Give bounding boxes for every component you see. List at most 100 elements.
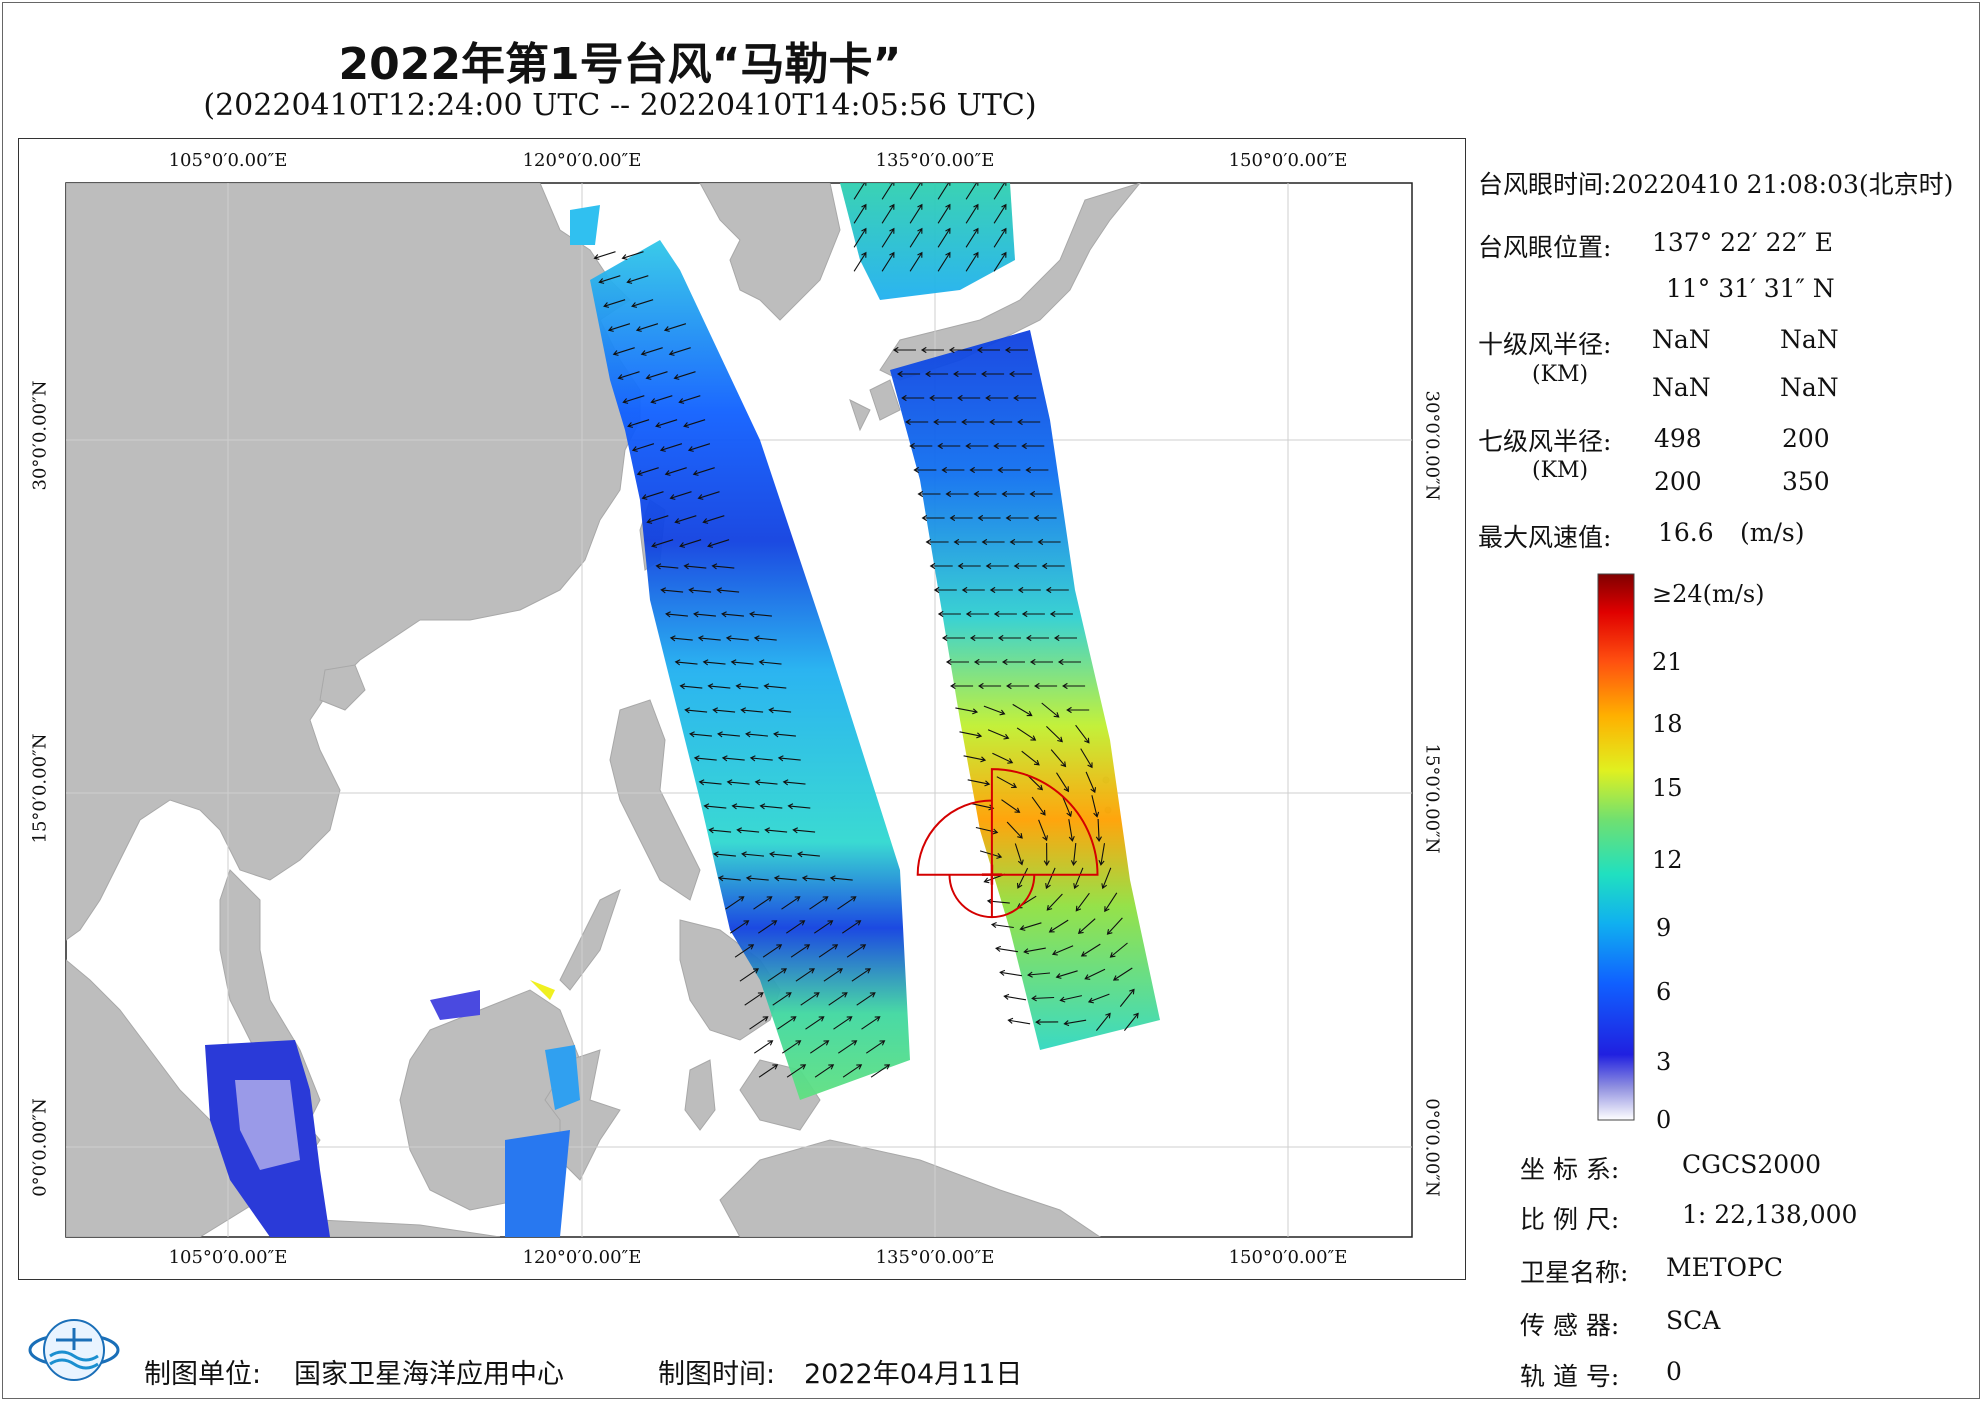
wind-arrow — [785, 920, 806, 934]
wind-arrow — [711, 563, 735, 570]
wind-arrow — [1123, 1012, 1139, 1031]
wind-arrow — [777, 1016, 797, 1030]
eye-time-label: 台风眼时间: — [1478, 170, 1612, 199]
lat-label-0-right: 0°0′0.00″N — [1421, 1098, 1443, 1197]
wind-arrow — [809, 896, 829, 910]
wind-arrow — [950, 682, 974, 690]
wind-arrow — [763, 683, 787, 690]
wind-arrow — [1038, 819, 1048, 842]
wind-arrow — [772, 992, 792, 1006]
wind-arrow — [909, 183, 923, 200]
wind-arrow — [993, 442, 1017, 450]
wind-arrow — [1004, 346, 1028, 354]
wind-arrow — [703, 803, 727, 810]
wind-arrow — [1095, 1012, 1111, 1031]
wind-arrow — [757, 920, 778, 934]
wind-arrow — [693, 755, 717, 762]
wind-arrow — [702, 515, 725, 524]
wind-arrow — [929, 562, 953, 570]
wind-arrow — [993, 203, 1007, 224]
wind-arrow — [1095, 818, 1102, 843]
wind-arrow — [1009, 370, 1033, 378]
wind-arrow — [985, 394, 1009, 402]
wind-arrow — [975, 826, 999, 835]
wind-arrow — [965, 251, 979, 272]
wind-arrow — [1061, 795, 1073, 818]
wind-arrow — [913, 466, 937, 474]
wind-arrow — [1080, 748, 1093, 769]
wind-arrow — [865, 1040, 886, 1054]
wind-arrow — [781, 896, 801, 910]
wind-arrow — [617, 371, 640, 380]
wind-arrow — [729, 920, 750, 934]
wind-arrow — [1045, 867, 1056, 890]
r10-value-se: NaN — [1780, 325, 1839, 354]
wind-arrow — [767, 968, 787, 982]
wind-arrow — [693, 611, 716, 618]
wind-arrow — [995, 945, 1018, 953]
wind-arrow — [1023, 947, 1046, 955]
wind-arrow — [626, 275, 649, 284]
wind-arrow — [969, 466, 993, 474]
wind-arrow — [612, 347, 635, 356]
wind-arrow — [1062, 682, 1086, 690]
wind-arrow — [678, 395, 701, 404]
wind-arrow — [1070, 843, 1077, 866]
wind-arrow — [1012, 703, 1033, 717]
wind-arrow — [635, 323, 659, 332]
colorbar-label-6: 6 — [1656, 978, 1672, 1006]
wind-arrow — [828, 992, 848, 1006]
r7-label: 七级风半径: — [1478, 427, 1612, 456]
wind-arrow — [989, 586, 1013, 594]
wind-arrow — [937, 203, 951, 224]
wind-arrow — [651, 539, 674, 548]
wind-arrow — [1035, 1019, 1059, 1026]
wind-arrow — [712, 707, 736, 714]
wind-arrow — [853, 203, 867, 224]
wind-arrow — [1019, 922, 1042, 931]
wind-arrow — [731, 803, 755, 810]
r7-value-sw: 200 — [1654, 467, 1702, 496]
wind-arrow — [1085, 771, 1097, 794]
wind-arrow — [1091, 795, 1100, 818]
sensor-value: SCA — [1666, 1306, 1721, 1335]
colorbar-label-18: 18 — [1652, 710, 1683, 738]
footer-unit-value: 国家卫星海洋应用中心 — [294, 1359, 564, 1390]
wind-arrow — [1007, 1017, 1031, 1025]
orbit-label: 轨 道 号: — [1520, 1362, 1620, 1391]
wind-arrow — [1101, 867, 1112, 890]
wind-arrow — [721, 611, 744, 618]
wind-arrow — [769, 851, 792, 858]
wind-arrow — [1014, 843, 1024, 866]
wind-arrow — [997, 466, 1021, 474]
wind-arrow — [801, 875, 825, 882]
eye-lat-value: 11° 31′ 31″ N — [1666, 274, 1835, 303]
wind-arrow — [645, 371, 668, 380]
wind-arrow — [1025, 634, 1049, 642]
wind-arrow — [949, 514, 973, 522]
wind-arrow — [702, 659, 726, 666]
map-title: 2022年第1号台风“马勒卡” — [338, 39, 902, 90]
wind-arrow — [674, 659, 698, 666]
wind-arrow — [726, 779, 750, 786]
wind-arrow — [909, 442, 933, 450]
wind-arrow — [987, 729, 1010, 740]
swath-patch-light — [235, 1080, 300, 1170]
wind-arrow — [745, 875, 769, 882]
wind-arrow — [1053, 634, 1077, 642]
wind-arrow — [881, 203, 895, 224]
wind-speed-colorbar — [1597, 573, 1635, 1121]
max-wind-value: 16.6 — [1658, 518, 1714, 547]
swath-north — [840, 183, 1015, 300]
colorbar-label-0: 0 — [1656, 1106, 1672, 1134]
wind-arrow — [979, 850, 1003, 859]
wind-arrow — [790, 944, 811, 958]
wind-arrow — [1001, 490, 1025, 498]
wind-arrow — [1063, 1019, 1087, 1027]
wind-arrow — [837, 1040, 858, 1054]
r10-value-sw: NaN — [1652, 373, 1711, 402]
wind-arrow — [1098, 843, 1106, 866]
r10-value-nw: NaN — [1780, 373, 1839, 402]
